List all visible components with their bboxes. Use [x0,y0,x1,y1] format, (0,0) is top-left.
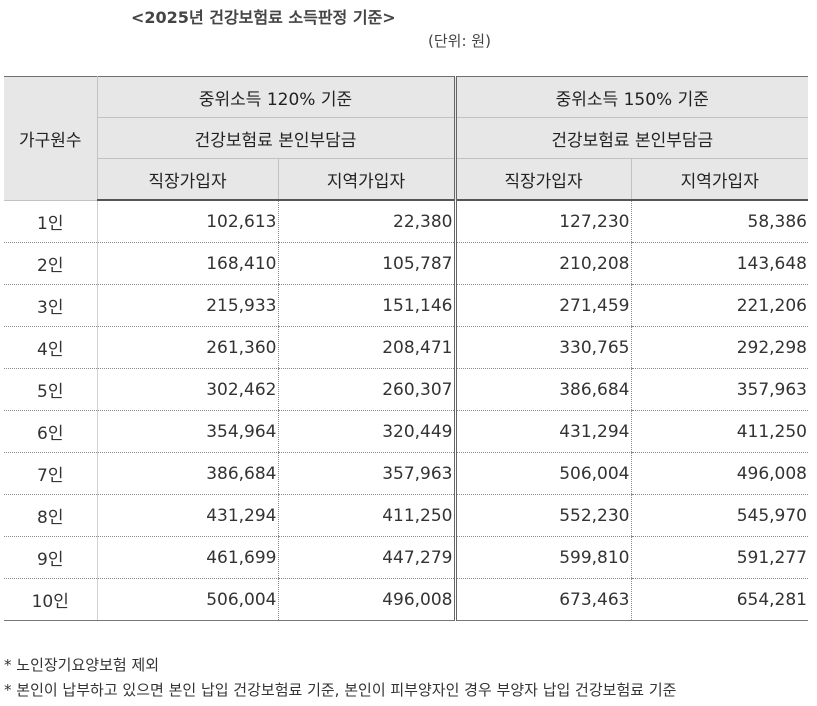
table-row: 5인 302,462 260,307 386,684 357,963 [4,368,808,411]
value-cell: 496,008 [277,578,455,621]
household-size-cell: 10인 [4,578,98,621]
value-cell: 431,294 [453,410,631,453]
value-cell: 496,008 [630,452,808,495]
group-150-subheader: 건강보험료 본인부담금 [453,117,808,159]
value-cell: 215,933 [96,284,278,327]
value-cell: 386,684 [96,452,278,495]
value-cell: 151,146 [277,284,455,327]
table-row: 8인 431,294 411,250 552,230 545,970 [4,494,808,537]
household-size-cell: 5인 [4,368,98,411]
household-size-cell: 7인 [4,452,98,495]
table-row: 1인 102,613 22,380 127,230 58,386 [4,200,808,243]
column-header-employee-150: 직장가입자 [453,158,632,201]
value-cell: 545,970 [630,494,808,537]
value-cell: 411,250 [630,410,808,453]
value-cell: 386,684 [453,368,631,411]
value-cell: 168,410 [96,242,278,285]
household-size-cell: 1인 [4,200,98,243]
value-cell: 552,230 [453,494,631,537]
footnote-payer-basis: * 본인이 납부하고 있으면 본인 납입 건강보험료 기준, 본인이 피부양자인… [4,681,677,699]
household-size-cell: 2인 [4,242,98,285]
value-cell: 506,004 [453,452,631,495]
value-cell: 22,380 [277,200,455,243]
value-cell: 210,208 [453,242,631,285]
household-size-cell: 4인 [4,326,98,369]
value-cell: 599,810 [453,536,631,579]
table-row: 10인 506,004 496,008 673,463 654,281 [4,578,808,621]
table-row: 9인 461,699 447,279 599,810 591,277 [4,536,808,579]
value-cell: 357,963 [277,452,455,495]
value-cell: 58,386 [630,200,808,243]
household-size-header: 가구원수 [4,76,98,201]
value-cell: 105,787 [277,242,455,285]
table-row: 2인 168,410 105,787 210,208 143,648 [4,242,808,285]
value-cell: 221,206 [630,284,808,327]
value-cell: 357,963 [630,368,808,411]
group-120-header: 중위소득 120% 기준 [96,76,456,118]
value-cell: 127,230 [453,200,631,243]
unit-label: (단위: 원) [428,32,491,50]
insurance-fee-table: 가구원수 중위소득 120% 기준 중위소득 150% 기준 건강보험료 본인부… [4,76,808,621]
column-header-employee-120: 직장가입자 [96,158,279,201]
value-cell: 208,471 [277,326,455,369]
household-size-cell: 3인 [4,284,98,327]
value-cell: 654,281 [630,578,808,621]
value-cell: 461,699 [96,536,278,579]
value-cell: 102,613 [96,200,278,243]
value-cell: 354,964 [96,410,278,453]
value-cell: 271,459 [453,284,631,327]
value-cell: 673,463 [453,578,631,621]
group-150-header: 중위소득 150% 기준 [453,76,808,118]
value-cell: 261,360 [96,326,278,369]
table-row: 4인 261,360 208,471 330,765 292,298 [4,326,808,369]
column-header-regional-150: 지역가입자 [630,158,808,201]
value-cell: 260,307 [277,368,455,411]
table-row: 6인 354,964 320,449 431,294 411,250 [4,410,808,453]
value-cell: 506,004 [96,578,278,621]
value-cell: 447,279 [277,536,455,579]
value-cell: 320,449 [277,410,455,453]
household-size-cell: 8인 [4,494,98,537]
value-cell: 302,462 [96,368,278,411]
household-size-cell: 9인 [4,536,98,579]
household-size-cell: 6인 [4,410,98,453]
value-cell: 330,765 [453,326,631,369]
value-cell: 411,250 [277,494,455,537]
column-header-regional-120: 지역가입자 [277,158,456,201]
table-row: 7인 386,684 357,963 506,004 496,008 [4,452,808,495]
value-cell: 431,294 [96,494,278,537]
footnote-long-term-care: * 노인장기요양보험 제외 [4,656,160,674]
table-row: 3인 215,933 151,146 271,459 221,206 [4,284,808,327]
value-cell: 292,298 [630,326,808,369]
page-title: <2025년 건강보험료 소득판정 기준> [131,8,396,27]
group-120-subheader: 건강보험료 본인부담금 [96,117,456,159]
value-cell: 591,277 [630,536,808,579]
value-cell: 143,648 [630,242,808,285]
